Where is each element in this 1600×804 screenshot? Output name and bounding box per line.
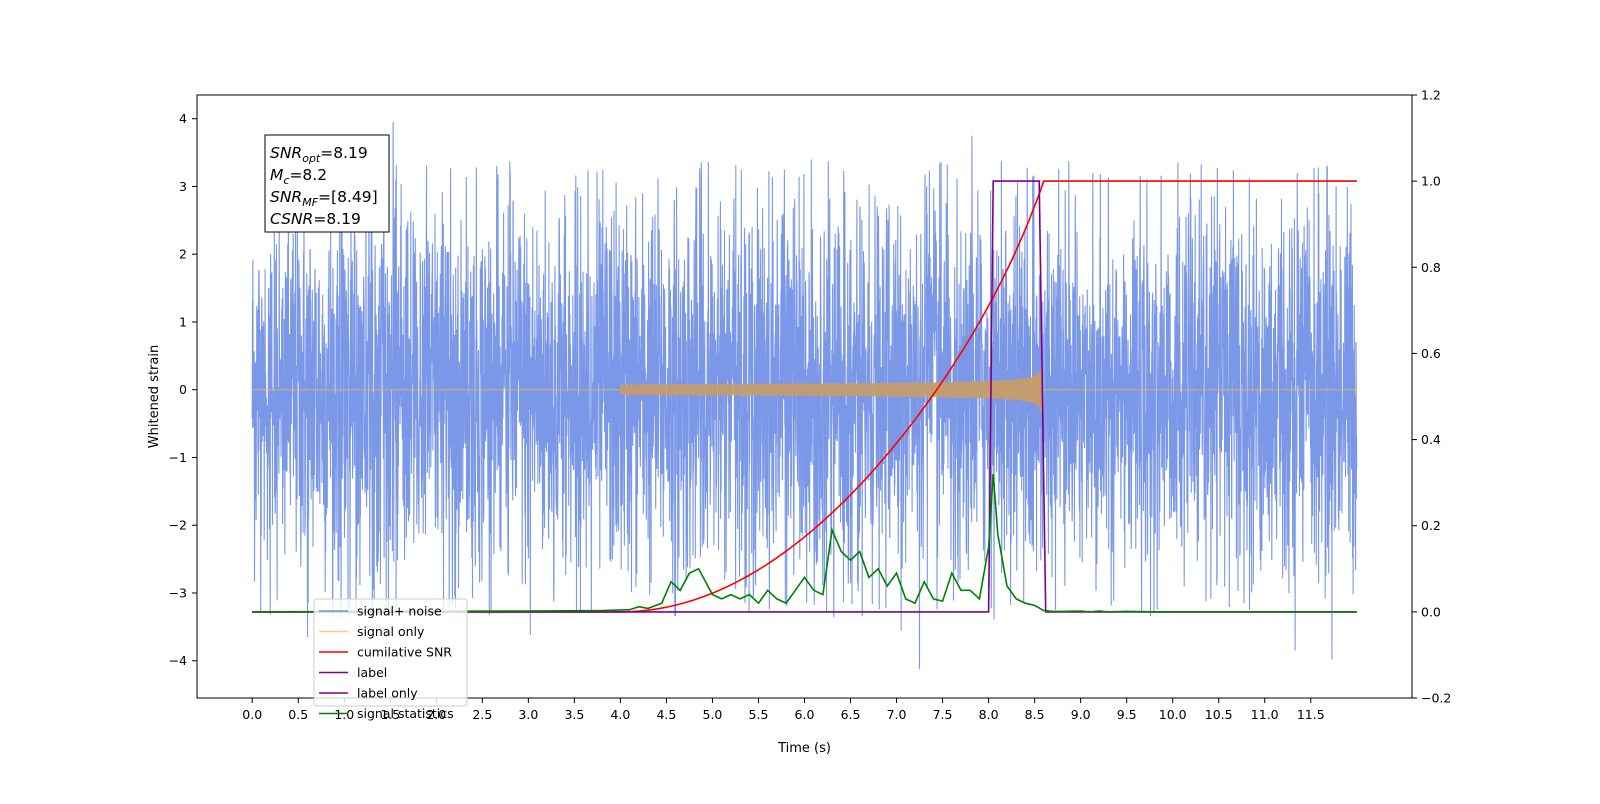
y-right-tick-label: 1.2 (1421, 88, 1441, 103)
x-tick-label: 11.5 (1297, 707, 1325, 722)
y-left-tick-label: 1 (179, 314, 187, 329)
y-left-tick-label: −1 (169, 450, 187, 465)
x-axis-ticks: 0.0 0.5 1.0 1.5 2.0 2.5 3.0 3.5 4.0 4.5 5.0 5.5 6.0 6… (242, 698, 1325, 722)
y-right-tick-label: 0.6 (1421, 346, 1441, 361)
annotation-symbol: SNR (270, 144, 302, 162)
x-tick-label: 0.0 (242, 707, 262, 722)
y-axis-left-ticks: −4 −3 −2 −1 0 1 2 3 4 (169, 111, 197, 668)
x-tick-label: 7.5 (933, 707, 953, 722)
legend-label: cumilative SNR (357, 645, 452, 660)
signal-only-envelope (620, 367, 1042, 413)
series-signal-only (252, 367, 1357, 413)
annotation-value: =[8.49] (318, 188, 378, 206)
x-tick-label: 8.0 (979, 707, 999, 722)
y-left-tick-label: 0 (179, 382, 187, 397)
x-tick-label: 11.0 (1251, 707, 1279, 722)
annotation-value: =8.19 (313, 210, 361, 228)
x-tick-label: 5.0 (703, 707, 723, 722)
x-tick-label: 6.5 (841, 707, 861, 722)
y-axis-right-ticks: −0.2 0.0 0.2 0.4 0.6 0.8 1.0 1.2 (1412, 88, 1451, 706)
x-tick-label: 4.0 (610, 707, 630, 722)
y-axis-label: Whitened strain (147, 345, 162, 448)
x-tick-label: 7.0 (887, 707, 907, 722)
annotation-frame (264, 134, 390, 233)
x-tick-label: 4.5 (656, 707, 676, 722)
annotation-symbol: CSNR (270, 210, 313, 228)
legend-label: signal only (357, 624, 425, 639)
legend: signal+ noise signal only cumilative SNR la… (313, 598, 468, 721)
series-signal-statistics (252, 473, 1357, 613)
y-left-tick-label: −2 (169, 518, 187, 533)
y-right-tick-label: 1.0 (1421, 174, 1441, 189)
legend-label: label (357, 665, 387, 680)
annotation-symbol: SNR (270, 188, 302, 206)
legend-frame (313, 598, 468, 707)
annotation-subscript: c (283, 174, 289, 187)
x-tick-label: 10.5 (1205, 707, 1233, 722)
annotation-value: =8.19 (320, 144, 368, 162)
annotation-line: SNRopt=8.19 (270, 144, 368, 165)
y-right-tick-label: 0.0 (1421, 604, 1441, 619)
x-tick-label: 2.0 (426, 707, 446, 722)
annotation-line: SNRMF=[8.49] (270, 188, 378, 209)
y-left-tick-label: −3 (169, 585, 187, 600)
y-right-tick-label: −0.2 (1421, 691, 1451, 706)
y-left-tick-label: 4 (179, 111, 187, 126)
x-tick-label: 1.0 (334, 707, 354, 722)
x-tick-label: 1.5 (380, 707, 400, 722)
annotation-value: =8.2 (289, 166, 327, 184)
legend-label: signal+ noise (357, 604, 442, 619)
annotation-subscript: MF (302, 196, 318, 209)
x-tick-label: 8.5 (1025, 707, 1045, 722)
y-right-tick-label: 0.4 (1421, 432, 1441, 447)
x-tick-label: 3.5 (564, 707, 584, 722)
series-line-signal-statistics (252, 473, 1357, 613)
x-tick-label: 0.5 (288, 707, 308, 722)
x-tick-label: 2.5 (472, 707, 492, 722)
annotation-symbol: M (270, 166, 283, 184)
annotation-line: CSNR=8.19 (270, 210, 361, 228)
y-right-tick-label: 0.8 (1421, 260, 1441, 275)
legend-label: signal statistics (357, 706, 454, 721)
y-left-tick-label: 2 (179, 247, 187, 262)
y-left-tick-label: 3 (179, 179, 187, 194)
x-tick-label: 10.0 (1159, 707, 1187, 722)
y-left-tick-label: −4 (169, 653, 187, 668)
x-tick-label: 9.0 (1071, 707, 1091, 722)
y-right-tick-label: 0.2 (1421, 518, 1441, 533)
x-tick-label: 6.0 (795, 707, 815, 722)
annotation-subscript: opt (302, 152, 321, 165)
x-axis-label: Time (s) (777, 741, 831, 756)
annotation-line: Mc=8.2 (270, 166, 327, 187)
x-tick-label: 5.5 (749, 707, 769, 722)
x-tick-label: 3.0 (518, 707, 538, 722)
legend-label: label only (357, 686, 418, 701)
x-tick-label: 9.5 (1117, 707, 1137, 722)
